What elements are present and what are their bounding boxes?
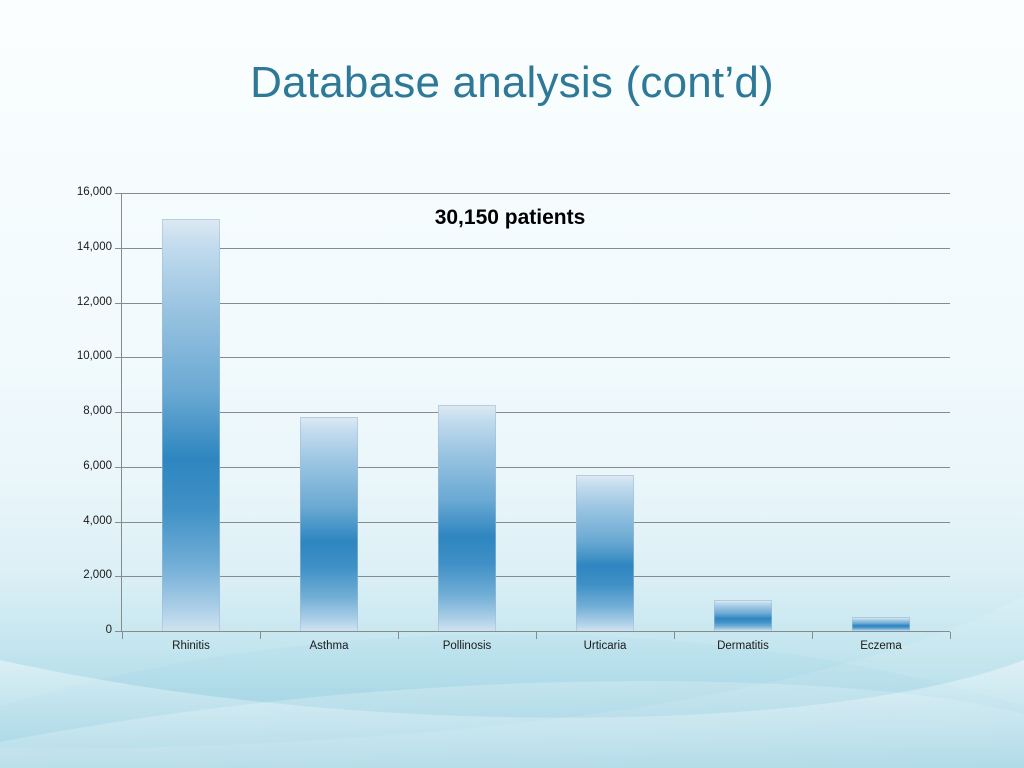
y-axis-tick-mark (115, 521, 122, 523)
gridline (122, 576, 950, 578)
x-axis-category-label: Pollinosis (442, 640, 492, 652)
y-axis-tick-label: 8,000 (83, 405, 112, 417)
slide-title: Database analysis (cont’d) (250, 58, 774, 107)
gridline (122, 193, 950, 194)
y-axis-tick-mark (115, 302, 122, 304)
bar-pollinosis (438, 405, 496, 631)
x-axis-tick-mark (122, 632, 123, 639)
y-axis-tick-mark (115, 247, 122, 249)
x-axis-tick-mark (260, 632, 261, 639)
x-axis-category-label: Asthma (309, 640, 349, 652)
bar-rhinitis (162, 219, 220, 631)
bar-urticaria (576, 474, 634, 631)
y-axis-tick-label: 14,000 (76, 240, 112, 253)
y-axis-tick-label: 16,000 (76, 186, 112, 198)
y-axis-tick-mark (115, 631, 122, 632)
x-axis-tick-mark (536, 632, 537, 639)
patients-total-annotation: 30,150 patients (434, 206, 586, 229)
x-axis-category-label: Eczema (860, 640, 902, 652)
x-axis-line (121, 631, 950, 632)
y-axis-tick-mark (115, 193, 122, 194)
y-axis-tick-label: 12,000 (76, 295, 112, 308)
gridline (122, 412, 950, 413)
y-axis-tick-label: 0 (105, 624, 112, 636)
y-axis-tick-label: 4,000 (83, 514, 112, 527)
x-axis-category-label: Dermatitis (717, 640, 769, 652)
gridline (122, 466, 950, 468)
y-axis-tick-mark (115, 357, 122, 359)
y-axis-tick-mark (115, 412, 122, 413)
y-axis-tick-label: 10,000 (76, 350, 112, 363)
gridline (122, 357, 950, 359)
y-axis-labels: 0 2,000 4,000 6,000 8,000 10,000 12,000 14,000 1… (48, 0, 112, 768)
gridline (122, 521, 950, 523)
plot-area (122, 193, 950, 632)
x-axis-tick-mark (674, 632, 675, 639)
gridline (122, 302, 950, 304)
y-axis-tick-label: 6,000 (83, 459, 112, 472)
bar-eczema (852, 617, 910, 631)
y-axis-tick-mark (115, 576, 122, 578)
x-axis-tick-mark (812, 632, 813, 639)
x-axis-tick-mark (950, 632, 951, 639)
x-axis-category-label: Rhinitis (172, 640, 210, 652)
y-axis-tick-mark (115, 466, 122, 468)
y-axis-tick-label: 2,000 (83, 569, 112, 582)
bar-asthma (300, 417, 358, 631)
x-axis-category-label: Urticaria (583, 640, 627, 652)
bar-dermatitis (714, 599, 772, 631)
x-axis-tick-mark (398, 632, 399, 639)
gridline (122, 247, 950, 249)
